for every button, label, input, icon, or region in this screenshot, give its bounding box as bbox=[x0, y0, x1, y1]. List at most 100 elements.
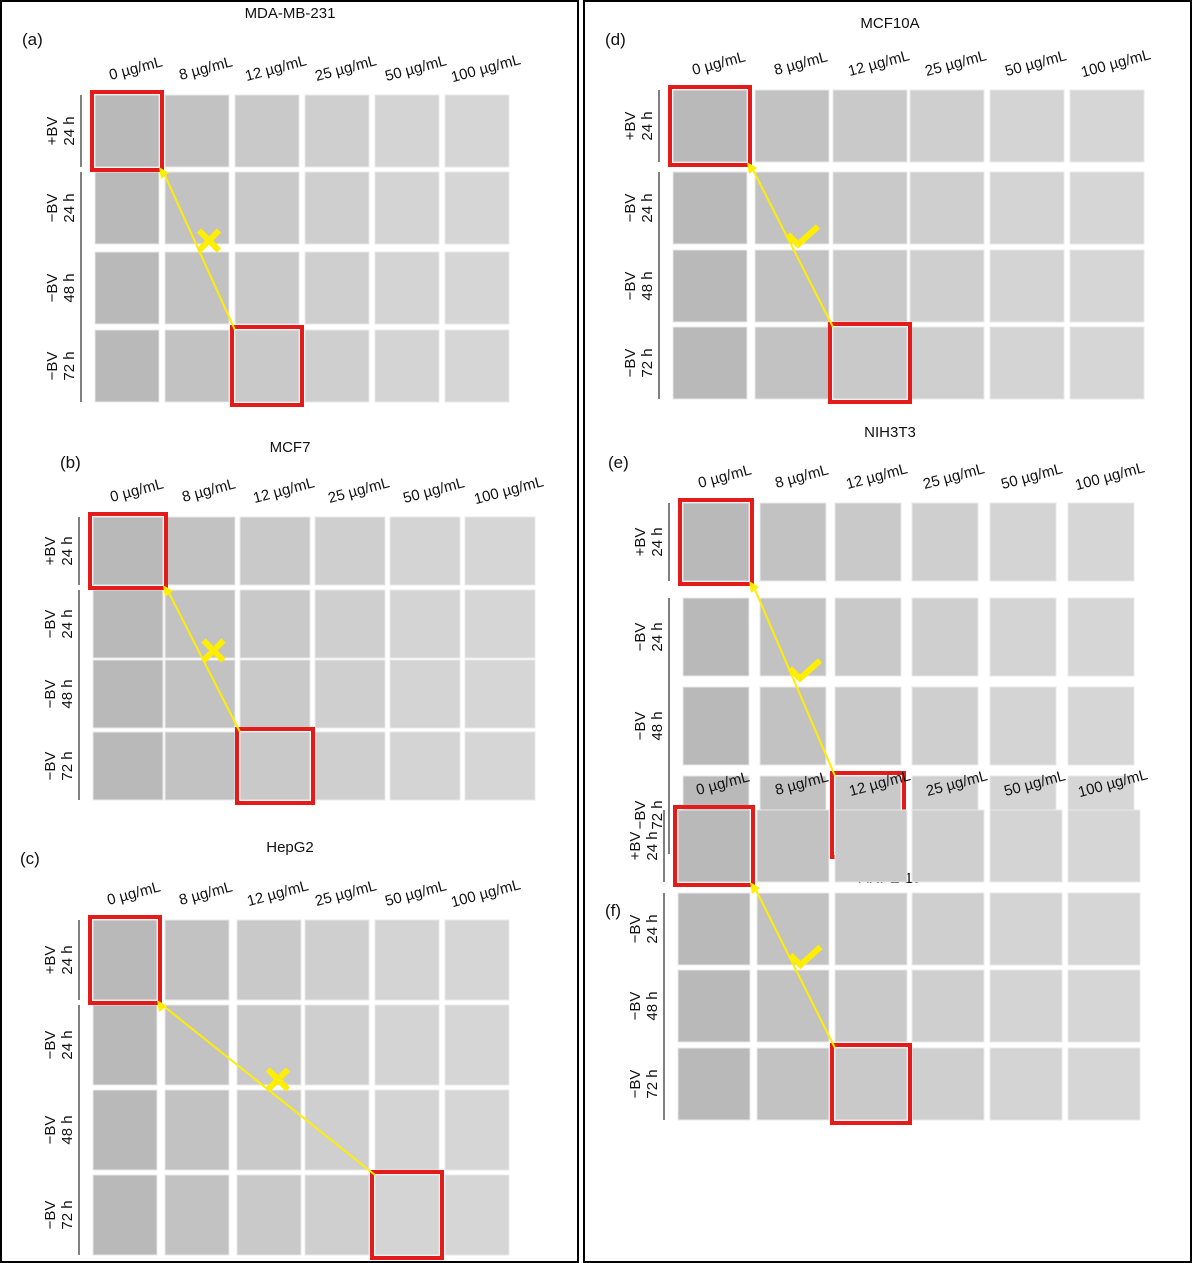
micrograph bbox=[305, 172, 369, 244]
concentration-label: 25 µg/mL bbox=[313, 877, 378, 910]
micrograph bbox=[1068, 970, 1140, 1042]
micrograph bbox=[390, 590, 460, 658]
row-treatment: −BV bbox=[44, 194, 61, 223]
micrograph bbox=[912, 970, 984, 1042]
row-treatment: +BV bbox=[627, 832, 644, 861]
micrograph bbox=[465, 660, 535, 728]
row-treatment: −BV bbox=[632, 801, 649, 830]
micrograph bbox=[760, 687, 826, 765]
micrograph bbox=[375, 95, 439, 167]
concentration-label: 25 µg/mL bbox=[923, 47, 988, 80]
micrograph bbox=[990, 327, 1064, 399]
panel-letter: (f) bbox=[605, 901, 621, 920]
micrograph bbox=[465, 590, 535, 658]
micrograph bbox=[1070, 327, 1144, 399]
micrograph bbox=[305, 330, 369, 402]
micrograph bbox=[757, 810, 829, 882]
row-time: 24 h bbox=[59, 945, 76, 974]
micrograph bbox=[683, 503, 749, 581]
concentration-label: 12 µg/mL bbox=[846, 47, 911, 80]
micrograph bbox=[683, 687, 749, 765]
row-treatment: +BV bbox=[622, 112, 639, 141]
micrograph bbox=[165, 1175, 229, 1255]
micrograph bbox=[240, 732, 310, 800]
micrograph bbox=[833, 172, 907, 244]
panel-letter: (a) bbox=[22, 30, 43, 49]
micrograph bbox=[240, 660, 310, 728]
micrograph bbox=[990, 810, 1062, 882]
micrograph bbox=[910, 90, 984, 162]
micrograph bbox=[755, 172, 829, 244]
row-treatment: −BV bbox=[632, 623, 649, 652]
micrograph bbox=[315, 660, 385, 728]
micrograph bbox=[760, 503, 826, 581]
micrograph bbox=[95, 252, 159, 324]
micrograph bbox=[1068, 893, 1140, 965]
row-treatment: −BV bbox=[622, 194, 639, 223]
micrograph bbox=[237, 1090, 301, 1170]
micrograph bbox=[305, 1175, 369, 1255]
row-time: 24 h bbox=[59, 1030, 76, 1059]
micrograph bbox=[835, 810, 907, 882]
micrograph bbox=[755, 250, 829, 322]
micrograph bbox=[990, 503, 1056, 581]
concentration-label: 12 µg/mL bbox=[251, 474, 316, 507]
micrograph bbox=[240, 517, 310, 585]
micrograph bbox=[910, 327, 984, 399]
row-time: 24 h bbox=[61, 116, 78, 145]
row-time: 72 h bbox=[649, 800, 666, 829]
row-time: 48 h bbox=[59, 1115, 76, 1144]
panel-title: HepG2 bbox=[266, 839, 314, 856]
micrograph bbox=[757, 970, 829, 1042]
micrograph bbox=[305, 920, 369, 1000]
micrograph bbox=[835, 1048, 907, 1120]
micrograph bbox=[465, 517, 535, 585]
micrograph bbox=[673, 250, 747, 322]
row-treatment: +BV bbox=[42, 537, 59, 566]
micrograph bbox=[235, 330, 299, 402]
row-treatment: −BV bbox=[42, 610, 59, 639]
concentration-label: 50 µg/mL bbox=[999, 460, 1064, 493]
concentration-label: 8 µg/mL bbox=[180, 475, 237, 506]
row-time: 72 h bbox=[59, 1200, 76, 1229]
micrograph bbox=[315, 732, 385, 800]
micrograph bbox=[237, 920, 301, 1000]
micrograph bbox=[673, 327, 747, 399]
row-time: 72 h bbox=[644, 1069, 661, 1098]
row-time: 72 h bbox=[61, 351, 78, 380]
micrograph bbox=[93, 1090, 157, 1170]
concentration-label: 12 µg/mL bbox=[243, 52, 308, 85]
micrograph bbox=[1070, 90, 1144, 162]
micrograph bbox=[673, 90, 747, 162]
micrograph bbox=[833, 250, 907, 322]
micrograph bbox=[833, 90, 907, 162]
concentration-label: 25 µg/mL bbox=[326, 474, 391, 507]
row-treatment: −BV bbox=[627, 992, 644, 1021]
row-time: 72 h bbox=[59, 751, 76, 780]
row-treatment: +BV bbox=[632, 528, 649, 557]
row-time: 24 h bbox=[649, 527, 666, 556]
micrograph bbox=[990, 687, 1056, 765]
concentration-label: 50 µg/mL bbox=[383, 877, 448, 910]
concentration-label: 25 µg/mL bbox=[313, 52, 378, 85]
micrograph bbox=[912, 598, 978, 676]
concentration-label: 12 µg/mL bbox=[844, 460, 909, 493]
micrograph bbox=[755, 327, 829, 399]
concentration-label: 100 µg/mL bbox=[472, 473, 545, 508]
micrograph bbox=[165, 732, 235, 800]
micrograph bbox=[95, 330, 159, 402]
micrograph bbox=[165, 920, 229, 1000]
concentration-label: 100 µg/mL bbox=[1073, 459, 1146, 494]
micrograph bbox=[835, 687, 901, 765]
row-treatment: −BV bbox=[627, 915, 644, 944]
concentration-label: 0 µg/mL bbox=[690, 48, 747, 79]
micrograph bbox=[990, 1048, 1062, 1120]
micrograph bbox=[990, 250, 1064, 322]
row-treatment: −BV bbox=[42, 752, 59, 781]
micrograph bbox=[1068, 687, 1134, 765]
panel-letter: (b) bbox=[60, 453, 81, 472]
micrograph bbox=[1068, 810, 1140, 882]
micrograph bbox=[165, 517, 235, 585]
concentration-label: 25 µg/mL bbox=[921, 460, 986, 493]
micrograph bbox=[835, 503, 901, 581]
